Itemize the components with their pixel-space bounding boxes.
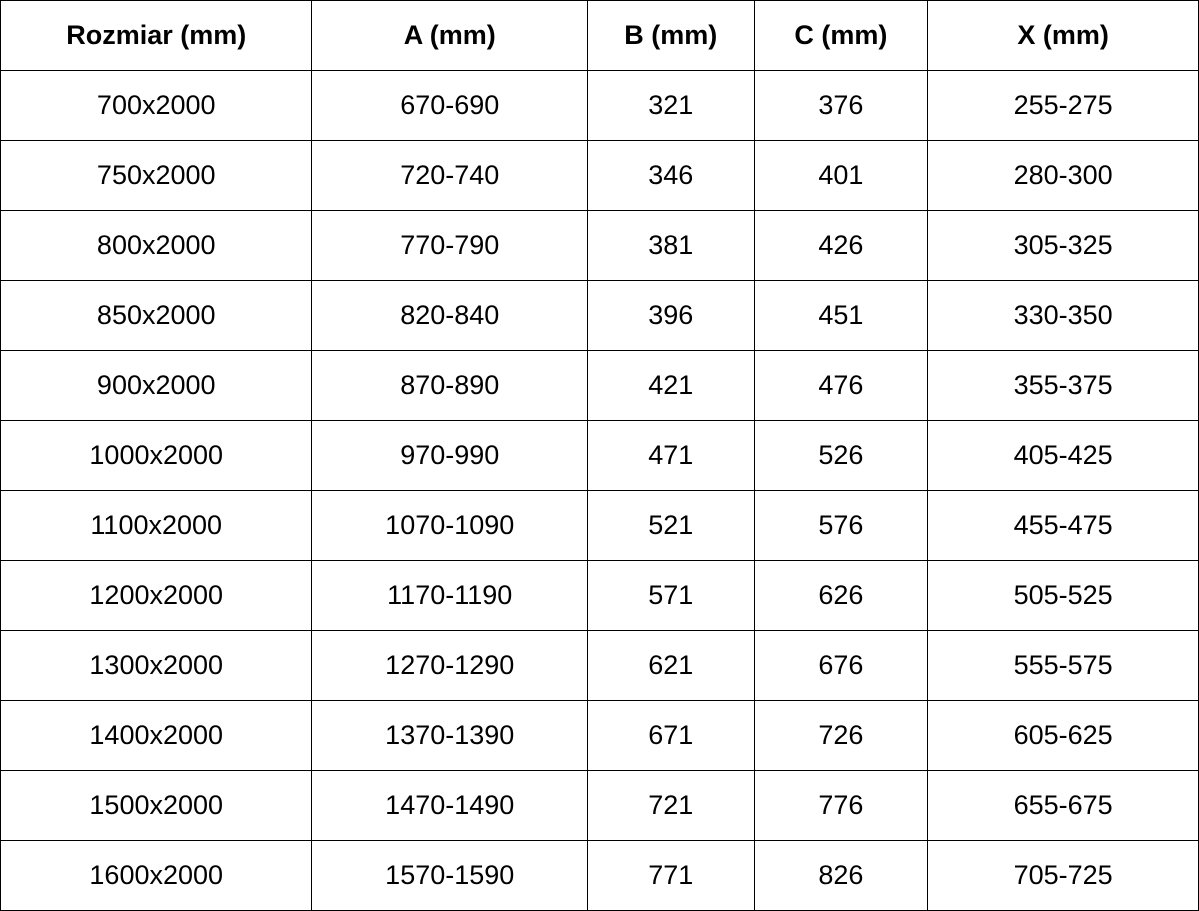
table-cell: 621: [587, 630, 755, 701]
table-cell: 870-890: [311, 350, 588, 421]
table-row: 900x2000 870-890 421 476 355-375: [0, 350, 1199, 421]
column-header-b: B (mm): [587, 0, 755, 71]
table-cell: 396: [587, 280, 755, 351]
table-cell: 605-625: [927, 700, 1199, 771]
table-cell: 626: [753, 560, 929, 631]
table-cell: 720-740: [311, 140, 588, 211]
table-cell: 280-300: [927, 140, 1199, 211]
table-cell: 721: [587, 770, 755, 841]
table-cell: 571: [587, 560, 755, 631]
table-cell: 970-990: [311, 420, 588, 491]
table-cell: 1500x2000: [0, 770, 313, 841]
table-row: 800x2000 770-790 381 426 305-325: [0, 210, 1199, 281]
table-cell: 376: [753, 70, 929, 141]
table-cell: 820-840: [311, 280, 588, 351]
table-row: 1600x2000 1570-1590 771 826 705-725: [0, 840, 1199, 911]
table-cell: 671: [587, 700, 755, 771]
table-cell: 421: [587, 350, 755, 421]
column-header-x: X (mm): [927, 0, 1199, 71]
table-cell: 670-690: [311, 70, 588, 141]
table-cell: 1170-1190: [311, 560, 588, 631]
table-cell: 1070-1090: [311, 490, 588, 561]
table-cell: 770-790: [311, 210, 588, 281]
table-cell: 1470-1490: [311, 770, 588, 841]
table-cell: 1400x2000: [0, 700, 313, 771]
table-cell: 255-275: [927, 70, 1199, 141]
column-header-a: A (mm): [311, 0, 588, 71]
table-cell: 1370-1390: [311, 700, 588, 771]
table-cell: 1570-1590: [311, 840, 588, 911]
table-cell: 1100x2000: [0, 490, 313, 561]
table-row: 1100x2000 1070-1090 521 576 455-475: [0, 490, 1199, 561]
table-cell: 850x2000: [0, 280, 313, 351]
header-row: Rozmiar (mm) A (mm) B (mm) C (mm) X (mm): [0, 0, 1199, 71]
table-cell: 405-425: [927, 420, 1199, 491]
table-cell: 305-325: [927, 210, 1199, 281]
table-cell: 455-475: [927, 490, 1199, 561]
table-cell: 771: [587, 840, 755, 911]
table-cell: 471: [587, 420, 755, 491]
table-cell: 1300x2000: [0, 630, 313, 701]
table-cell: 355-375: [927, 350, 1199, 421]
table-cell: 1270-1290: [311, 630, 588, 701]
table-cell: 776: [753, 770, 929, 841]
table-cell: 800x2000: [0, 210, 313, 281]
table-cell: 426: [753, 210, 929, 281]
table-cell: 521: [587, 490, 755, 561]
column-header-rozmiar: Rozmiar (mm): [0, 0, 313, 71]
table-cell: 526: [753, 420, 929, 491]
column-header-c: C (mm): [753, 0, 929, 71]
table-cell: 381: [587, 210, 755, 281]
table-cell: 705-725: [927, 840, 1199, 911]
table-row: 1000x2000 970-990 471 526 405-425: [0, 420, 1199, 491]
table-cell: 401: [753, 140, 929, 211]
table-body: 700x2000 670-690 321 376 255-275 750x2000 720-…: [0, 70, 1199, 911]
table-cell: 476: [753, 350, 929, 421]
table-cell: 576: [753, 490, 929, 561]
table-row: 750x2000 720-740 346 401 280-300: [0, 140, 1199, 211]
table-cell: 900x2000: [0, 350, 313, 421]
table-cell: 700x2000: [0, 70, 313, 141]
table-row: 1200x2000 1170-1190 571 626 505-525: [0, 560, 1199, 631]
table-row: 1400x2000 1370-1390 671 726 605-625: [0, 700, 1199, 771]
table-cell: 346: [587, 140, 755, 211]
table-cell: 726: [753, 700, 929, 771]
table-cell: 1600x2000: [0, 840, 313, 911]
table-row: 850x2000 820-840 396 451 330-350: [0, 280, 1199, 351]
table-cell: 555-575: [927, 630, 1199, 701]
table-row: 1300x2000 1270-1290 621 676 555-575: [0, 630, 1199, 701]
table-cell: 655-675: [927, 770, 1199, 841]
table-cell: 676: [753, 630, 929, 701]
table-row: 1500x2000 1470-1490 721 776 655-675: [0, 770, 1199, 841]
table-cell: 826: [753, 840, 929, 911]
table-cell: 321: [587, 70, 755, 141]
table-cell: 451: [753, 280, 929, 351]
table-cell: 1000x2000: [0, 420, 313, 491]
table-cell: 505-525: [927, 560, 1199, 631]
table-cell: 330-350: [927, 280, 1199, 351]
table-cell: 1200x2000: [0, 560, 313, 631]
table-row: 700x2000 670-690 321 376 255-275: [0, 70, 1199, 141]
table-cell: 750x2000: [0, 140, 313, 211]
